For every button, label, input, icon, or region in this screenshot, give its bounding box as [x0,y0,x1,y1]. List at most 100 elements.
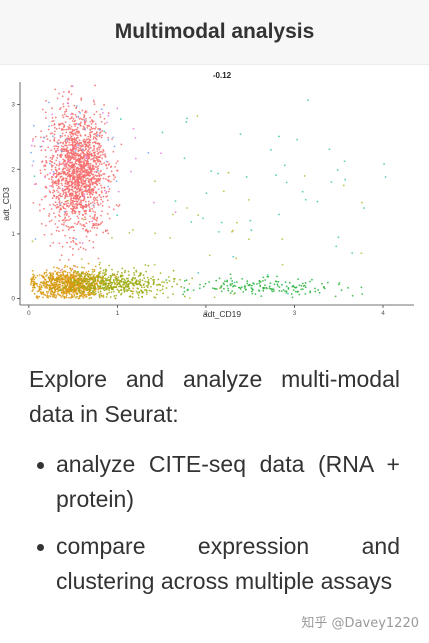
scatter-point [80,293,83,295]
scatter-point [69,288,72,290]
scatter-point [118,285,120,288]
scatter-point [146,276,149,279]
scatter-point [74,147,77,150]
scatter-point [264,284,266,287]
scatter-point [71,174,74,177]
scatter-point [51,197,54,200]
scatter-point [89,186,92,189]
scatter-point [53,296,56,299]
scatter-point [147,279,150,281]
scatter-point [61,187,64,190]
scatter-point [100,186,103,189]
scatter-point [54,285,57,288]
scatter-point [48,125,50,128]
scatter-point [53,123,56,125]
scatter-point [46,294,49,297]
scatter-point [54,166,57,169]
scatter-point [80,201,83,203]
scatter-point [123,291,126,293]
scatter-point [79,282,82,285]
scatter-point [88,273,91,276]
scatter-point [76,176,78,179]
scatter-point [35,183,38,185]
scatter-point [64,138,67,141]
scatter-point [89,129,92,131]
scatter-point [71,281,73,284]
scatter-point [83,193,86,196]
scatter-point [100,174,103,177]
scatter-point [65,110,68,113]
scatter-point [71,276,74,279]
scatter-point [63,113,66,115]
scatter-point [52,273,55,276]
scatter-point [45,161,48,164]
scatter-point [58,259,61,261]
scatter-point [251,292,254,295]
scatter-point [65,203,68,205]
scatter-point [57,276,60,279]
scatter-point [141,279,144,282]
scatter-point [83,160,85,162]
scatter-point [271,290,274,293]
scatter-point [42,140,45,143]
scatter-point [62,281,65,284]
scatter-point [105,192,107,195]
scatter-point [93,103,96,106]
scatter-point [50,208,53,210]
scatter-point [120,293,122,296]
scatter-point [127,277,129,280]
scatter-point [103,283,106,286]
scatter-point [68,227,71,229]
scatter-point [53,136,56,139]
scatter-point [96,135,98,138]
scatter-point [61,195,64,198]
scatter-point [258,282,261,285]
scatter-point [287,288,290,290]
scatter-point [71,148,74,151]
scatter-point [55,197,58,200]
scatter-point [117,205,120,208]
scatter-point [111,236,113,239]
scatter-point [227,171,230,174]
scatter-point [122,288,125,291]
scatter-point [32,288,34,291]
scatter-point [88,151,91,154]
scatter-point [75,139,77,142]
scatter-point [62,177,65,179]
scatter-point [147,151,150,154]
scatter-point [96,134,99,136]
scatter-point [62,150,65,153]
scatter-point [65,274,68,277]
scatter-point [79,175,82,178]
scatter-point [156,289,159,291]
scatter-point [58,219,61,222]
scatter-point [74,290,77,293]
scatter-point [118,291,120,294]
scatter-point [32,138,34,140]
scatter-point [65,294,68,297]
scatter-point [110,165,113,168]
scatter-point [87,135,90,138]
scatter-point [48,215,50,217]
scatter-point [92,191,95,194]
scatter-point [248,284,251,287]
scatter-point [116,288,119,291]
scatter-point [96,148,99,151]
scatter-point [91,119,93,121]
scatter-point [82,125,85,128]
scatter-point [236,221,238,224]
scatter-point [87,270,90,273]
scatter-point [161,131,164,134]
scatter-point [43,293,46,296]
scatter-point [80,204,83,206]
scatter-point [61,122,64,125]
scatter-point [97,257,100,260]
scatter-point [74,113,77,116]
scatter-point [54,281,56,284]
scatter-point [46,287,49,289]
scatter-point [169,236,172,239]
scatter-point [79,223,82,225]
scatter-point [137,296,140,299]
scatter-point [131,292,134,295]
scatter-point [94,218,97,221]
